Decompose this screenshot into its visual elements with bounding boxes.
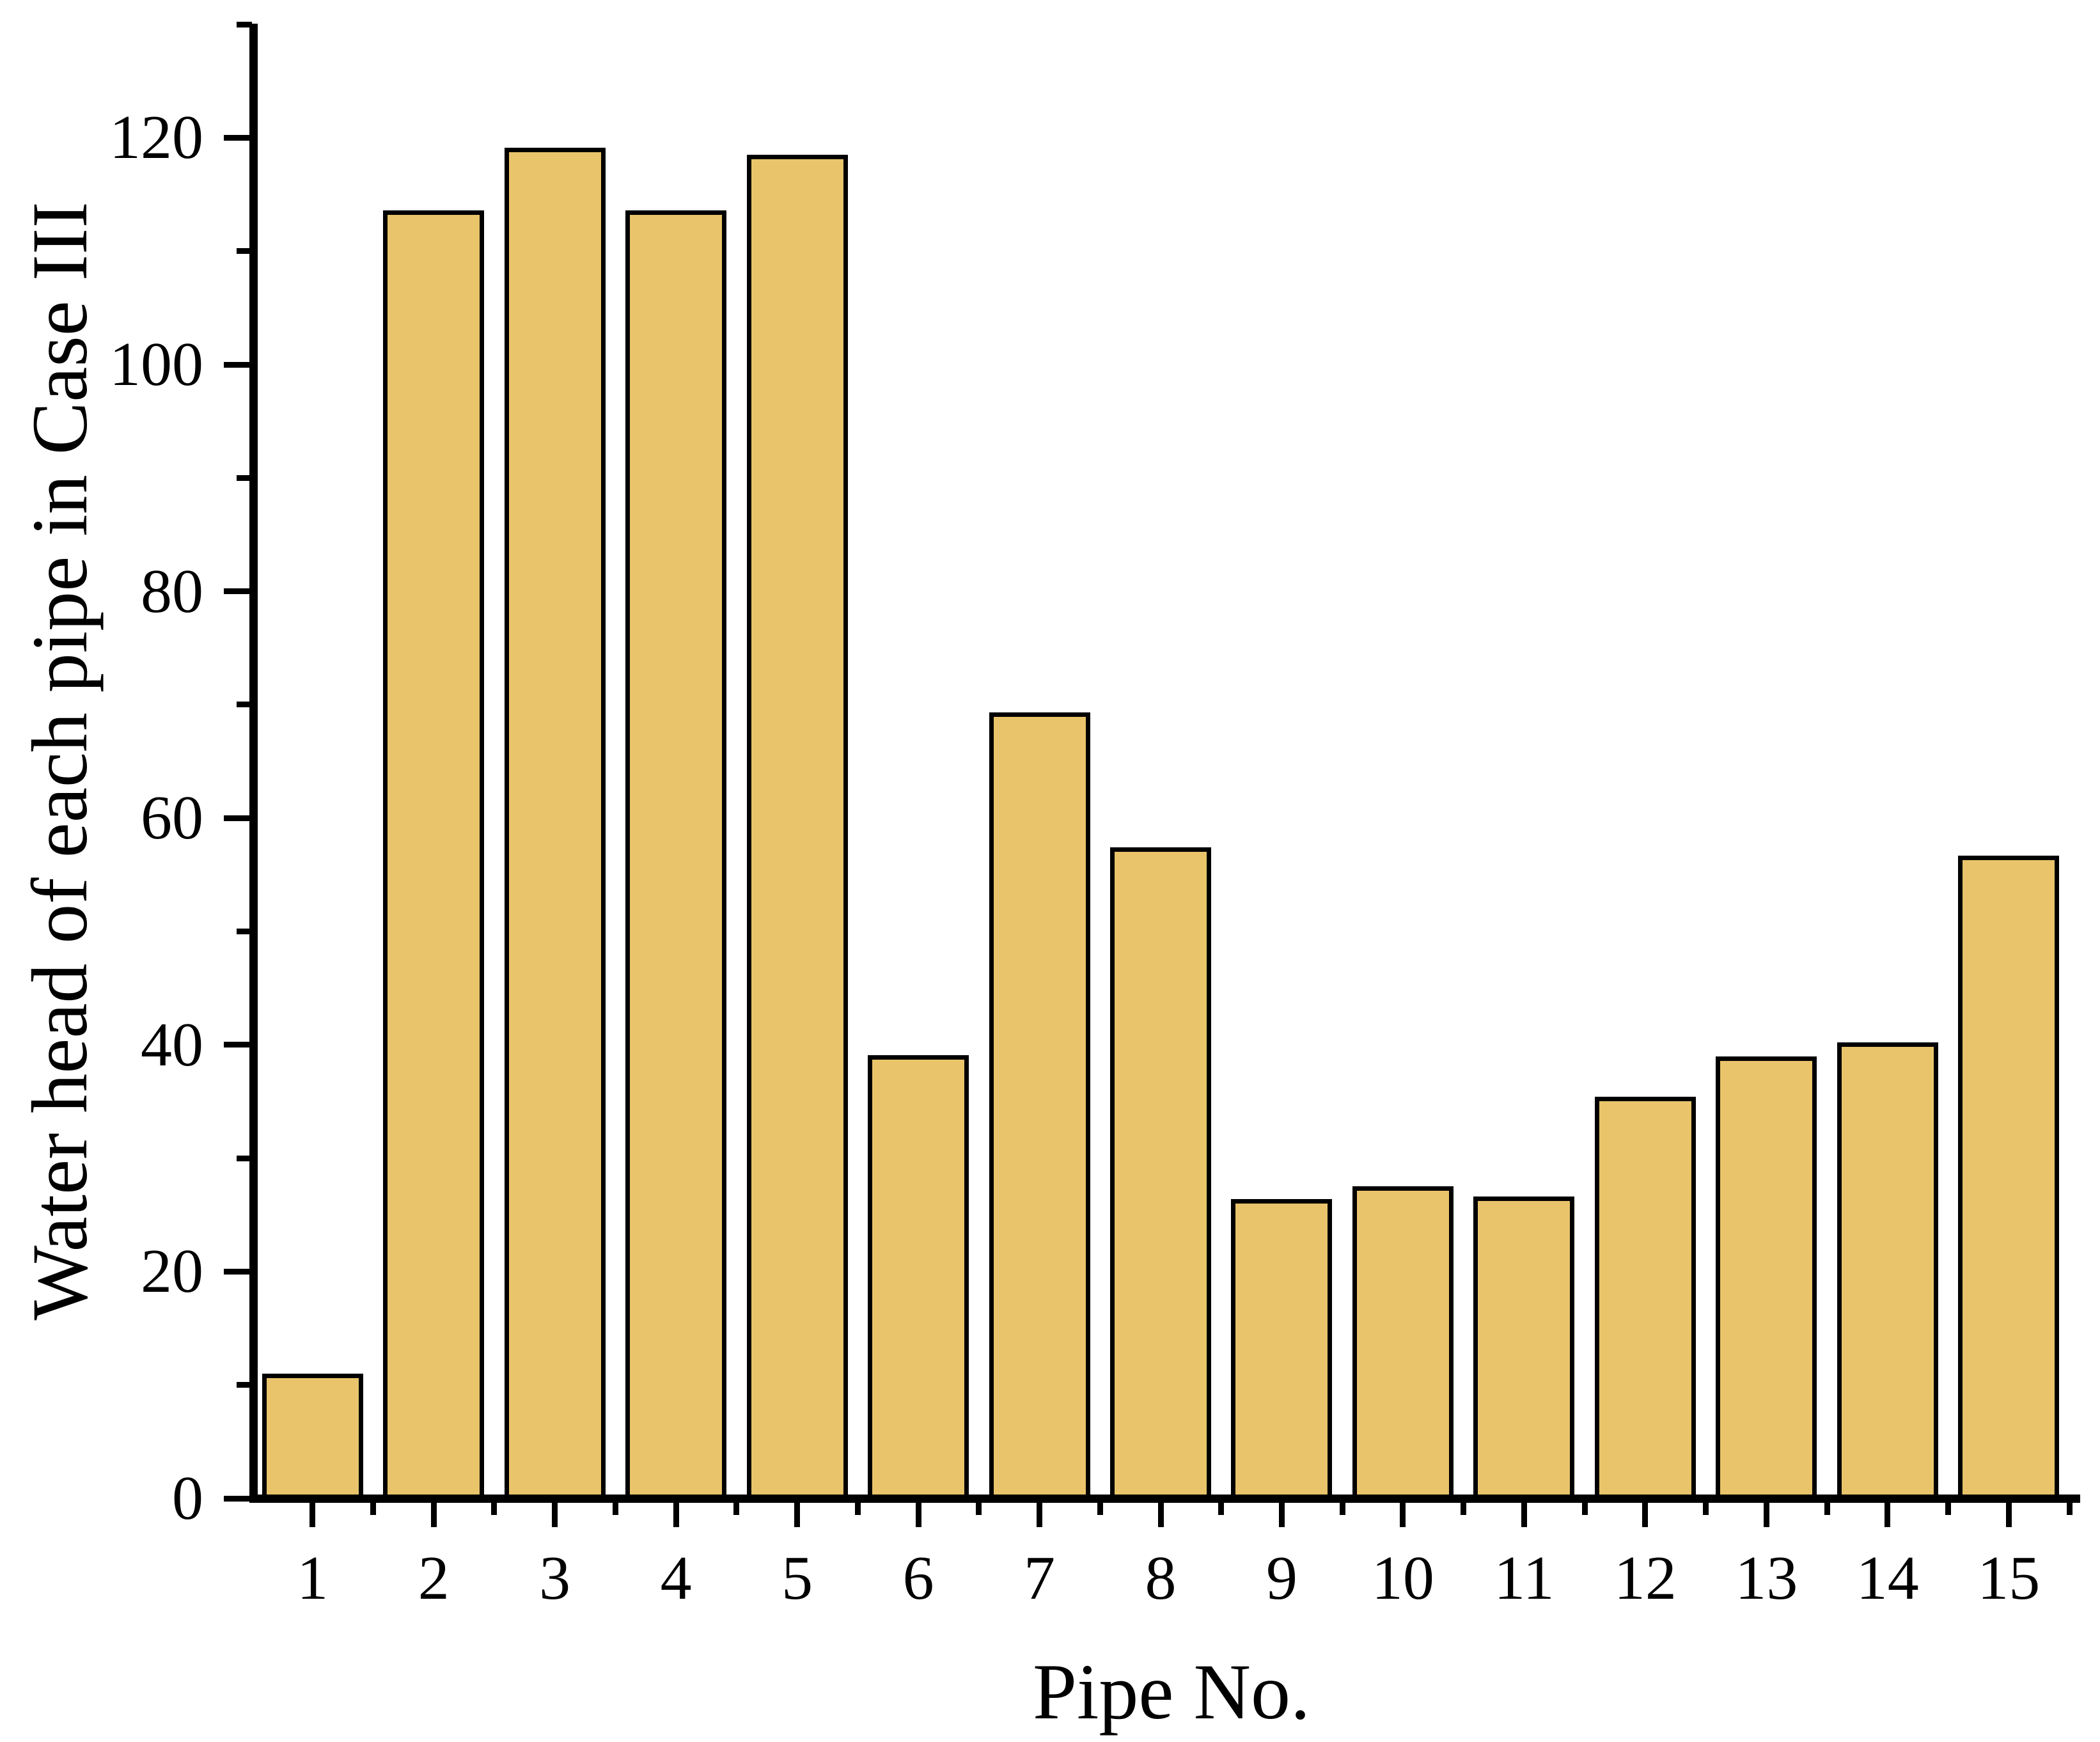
x-tick-label-4: 4 xyxy=(660,1544,692,1613)
x-boundary-tick xyxy=(2066,1503,2073,1515)
bar-pipe-12 xyxy=(1594,1097,1696,1500)
x-tick-label-14: 14 xyxy=(1856,1544,1919,1613)
bar-pipe-11 xyxy=(1473,1197,1575,1500)
x-tick-label-6: 6 xyxy=(902,1544,934,1613)
bar-pipe-8 xyxy=(1110,847,1211,1500)
y-minor-tick-10 xyxy=(237,1382,252,1388)
x-boundary-tick xyxy=(1824,1503,1830,1515)
x-boundary-tick xyxy=(854,1503,861,1515)
x-major-tick-11 xyxy=(1521,1503,1527,1527)
x-tick-label-5: 5 xyxy=(781,1544,813,1613)
x-boundary-tick xyxy=(370,1503,376,1515)
x-tick-label-1: 1 xyxy=(297,1544,329,1613)
x-major-tick-13 xyxy=(1763,1503,1769,1527)
x-axis-title: Pipe No. xyxy=(1033,1648,1310,1736)
x-boundary-tick xyxy=(1581,1503,1588,1515)
x-boundary-tick xyxy=(612,1503,618,1515)
y-tick-label-100: 100 xyxy=(109,330,203,399)
x-major-tick-8 xyxy=(1157,1503,1164,1527)
x-boundary-tick xyxy=(733,1503,740,1515)
x-boundary-tick xyxy=(1703,1503,1709,1515)
x-major-tick-7 xyxy=(1037,1503,1043,1527)
x-tick-label-2: 2 xyxy=(418,1544,450,1613)
bar-pipe-6 xyxy=(868,1055,969,1500)
x-tick-label-3: 3 xyxy=(539,1544,571,1613)
bar-pipe-13 xyxy=(1716,1056,1817,1500)
bar-pipe-2 xyxy=(383,210,485,1500)
x-major-tick-14 xyxy=(1885,1503,1891,1527)
bar-pipe-14 xyxy=(1837,1042,1938,1500)
y-major-tick-40 xyxy=(224,1042,252,1048)
y-minor-tick-50 xyxy=(237,929,252,934)
x-tick-label-12: 12 xyxy=(1613,1544,1677,1613)
x-boundary-tick xyxy=(1945,1503,1952,1515)
x-boundary-tick xyxy=(491,1503,498,1515)
y-major-tick-80 xyxy=(224,588,252,595)
x-major-tick-15 xyxy=(2005,1503,2012,1527)
x-boundary-tick xyxy=(1218,1503,1225,1515)
x-tick-label-11: 11 xyxy=(1494,1544,1555,1613)
x-boundary-tick xyxy=(1339,1503,1345,1515)
bar-pipe-4 xyxy=(625,210,727,1500)
x-major-tick-6 xyxy=(915,1503,921,1527)
x-major-tick-1 xyxy=(310,1503,316,1527)
y-minor-tick-130 xyxy=(237,21,252,27)
bar-pipe-1 xyxy=(262,1373,363,1500)
y-minor-tick-110 xyxy=(237,248,252,255)
x-major-tick-10 xyxy=(1400,1503,1406,1527)
x-boundary-tick xyxy=(1461,1503,1467,1515)
x-tick-label-13: 13 xyxy=(1735,1544,1798,1613)
x-tick-label-10: 10 xyxy=(1371,1544,1434,1613)
y-axis-line xyxy=(249,24,258,1503)
y-tick-label-20: 20 xyxy=(141,1237,203,1306)
y-minor-tick-30 xyxy=(237,1155,252,1161)
x-major-tick-2 xyxy=(430,1503,437,1527)
x-axis-line xyxy=(249,1495,2080,1503)
x-major-tick-4 xyxy=(673,1503,679,1527)
x-tick-label-15: 15 xyxy=(1977,1544,2041,1613)
y-major-tick-100 xyxy=(224,361,252,368)
y-major-tick-20 xyxy=(224,1268,252,1275)
bar-pipe-10 xyxy=(1352,1186,1454,1500)
x-major-tick-3 xyxy=(552,1503,558,1527)
y-major-tick-0 xyxy=(224,1495,252,1502)
y-tick-label-120: 120 xyxy=(109,103,203,173)
x-major-tick-5 xyxy=(794,1503,801,1527)
x-tick-label-7: 7 xyxy=(1024,1544,1056,1613)
x-boundary-tick xyxy=(976,1503,982,1515)
bar-pipe-7 xyxy=(989,712,1090,1500)
x-tick-label-9: 9 xyxy=(1265,1544,1297,1613)
y-major-tick-120 xyxy=(224,134,252,141)
x-boundary-tick xyxy=(1097,1503,1103,1515)
x-tick-label-8: 8 xyxy=(1145,1544,1177,1613)
bar-pipe-3 xyxy=(504,148,606,1500)
bar-pipe-15 xyxy=(1958,855,2060,1500)
y-major-tick-60 xyxy=(224,815,252,821)
bar-pipe-5 xyxy=(746,154,848,1500)
y-minor-tick-90 xyxy=(237,475,252,481)
bar-pipe-9 xyxy=(1231,1198,1333,1500)
y-tick-label-0: 0 xyxy=(172,1464,203,1533)
y-minor-tick-70 xyxy=(237,702,252,708)
y-tick-label-80: 80 xyxy=(141,556,203,626)
x-major-tick-9 xyxy=(1278,1503,1285,1527)
x-major-tick-12 xyxy=(1642,1503,1649,1527)
y-tick-label-40: 40 xyxy=(141,1010,203,1079)
y-tick-label-60: 60 xyxy=(141,783,203,853)
